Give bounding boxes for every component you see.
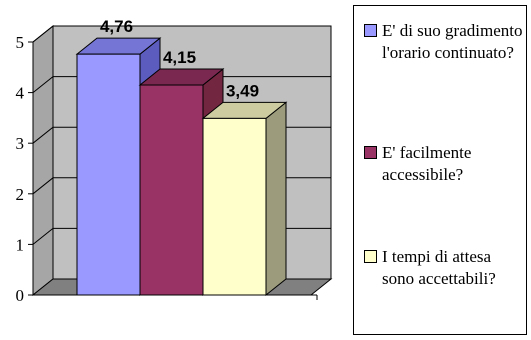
bar-side [265, 101, 287, 297]
bar [201, 101, 288, 297]
gridline [32, 76, 331, 93]
legend-label-1: E' di suo gradimento l'orario continuato… [382, 21, 523, 62]
data-label: 3,49 [226, 81, 259, 100]
y-tick-label: 3 [16, 134, 25, 153]
y-tick-label: 0 [16, 286, 25, 305]
gridline [32, 25, 331, 43]
legend-swatch-1 [364, 24, 377, 37]
bar-front [139, 84, 204, 296]
y-tick-label: 2 [16, 185, 25, 204]
y-tick-label: 4 [16, 84, 25, 103]
legend-swatch-2 [364, 146, 377, 159]
bar-front [202, 117, 267, 296]
data-label: 4,15 [163, 48, 196, 67]
axes: 0 1 2 3 4 5 [16, 33, 318, 305]
legend-swatch-3 [364, 250, 377, 263]
y-tick-label: 5 [16, 33, 25, 52]
bars [75, 37, 288, 297]
y-tick-label: 1 [16, 235, 25, 254]
data-label: 4,76 [100, 17, 133, 36]
side-wall [32, 24, 54, 297]
legend-label-2: E' facilmente accessibile? [382, 143, 472, 184]
data-labels: 4,76 4,15 3,49 [100, 17, 259, 100]
bar-front [76, 53, 141, 296]
legend-label-3: I tempi di attesa sono accettabili? [382, 247, 496, 288]
bar-chart: 0 1 2 3 4 5 4,76 4,15 3,49 [16, 17, 333, 305]
legend: E' di suo gradimento l'orario continuato… [353, 5, 527, 335]
